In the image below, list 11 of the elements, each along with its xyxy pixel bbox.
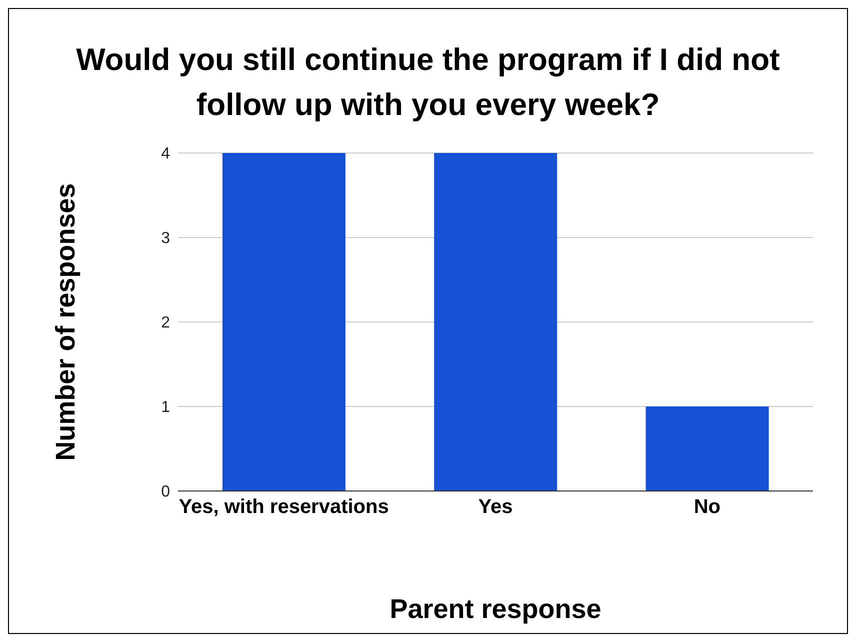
x-tick-label: Yes: [478, 496, 513, 518]
y-tick-label: 3: [161, 230, 170, 248]
x-axis-title: Parent response: [388, 594, 602, 625]
chart-title: Would you still continue the program if I did not follow up with you every week?: [75, 41, 781, 124]
y-tick-label: 4: [161, 146, 170, 163]
x-tick-label: No: [694, 496, 721, 518]
x-tick-label: Yes, with reservations: [178, 496, 389, 518]
y-tick-label: 0: [161, 484, 170, 501]
y-axis-title: Number of responses: [50, 183, 82, 461]
y-tick-label: 2: [161, 314, 170, 332]
y-tick-label: 1: [161, 399, 170, 416]
